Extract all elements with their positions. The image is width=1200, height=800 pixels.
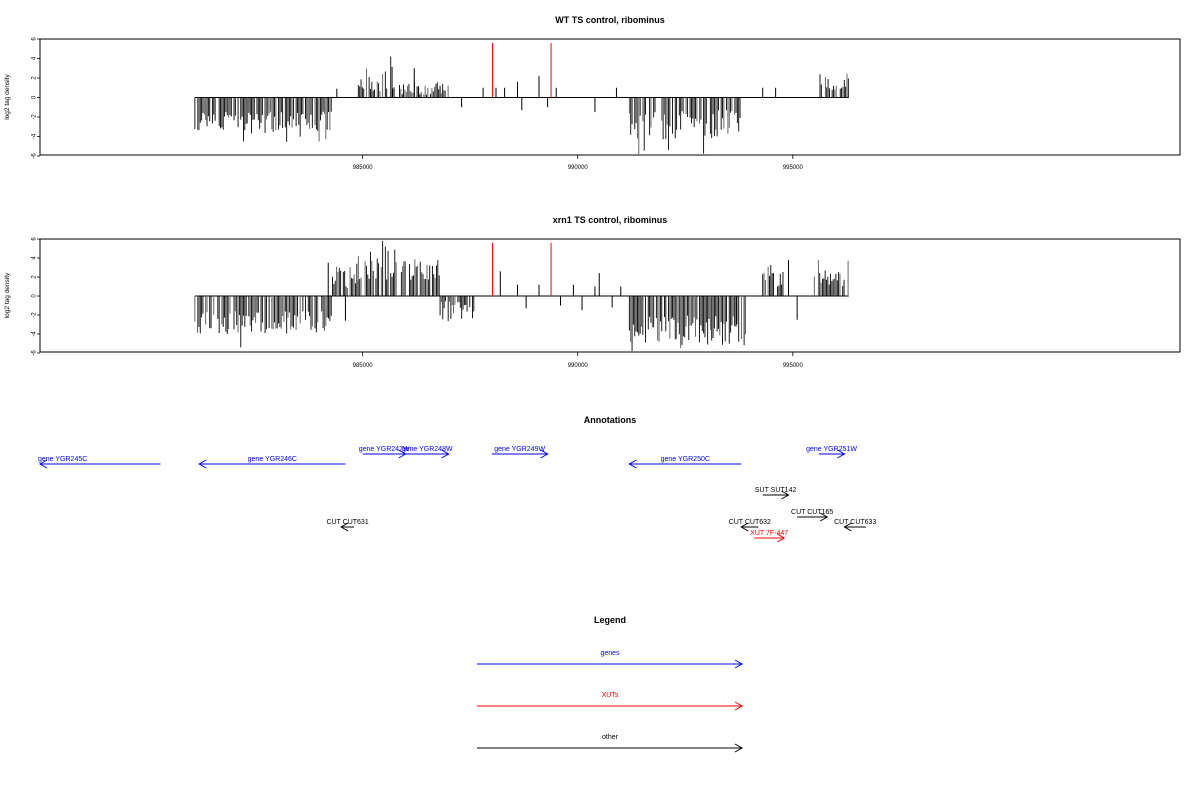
panel1-y-axis-label: log2 tag density (4, 73, 11, 119)
panel1-bars-group (194, 56, 849, 155)
feature-arrow-head (198, 459, 207, 469)
panel2-y-tick-label: 0 (32, 294, 38, 298)
feature-arrow-head (540, 449, 549, 459)
feature-arrow-head (819, 512, 829, 522)
panel2-bars-group (194, 240, 849, 352)
feature-arrow-head (781, 490, 790, 500)
feature-arrow-head (837, 449, 846, 459)
panel1-y-tick-label: -6 (32, 153, 38, 159)
panel2-x-tick-label: 985000 (353, 363, 374, 369)
legend-label-gene: genes (600, 650, 620, 657)
panel1-y-tick-label: 6 (32, 37, 38, 41)
feature-arrow-head (740, 522, 749, 532)
legend-arrow-gene-head (734, 659, 744, 669)
panel2-plot-frame (39, 238, 1181, 353)
feature-label: gene YGR245C (38, 456, 87, 463)
feature-label: gene YGR250C (661, 456, 710, 463)
feature-label: XUT 7F-447 (750, 530, 788, 537)
panel2-x-tick-label: 990000 (568, 363, 589, 369)
panel1-x-tick-label: 990000 (568, 165, 589, 171)
panel2-y-axis-label: log2 tag density (4, 272, 11, 318)
feature-label: gene YGR247W (359, 446, 410, 453)
feature-label: gene YGR251W (806, 446, 857, 453)
legend-label-other: other (602, 734, 619, 741)
panel2-y-tick-label: -4 (32, 331, 38, 337)
feature-arrow-head (441, 449, 450, 459)
panel1-y-tick-label: 0 (32, 95, 38, 99)
panel2-y-tick-label: -6 (32, 350, 38, 356)
feature-label: CUT CUT632 (729, 519, 771, 526)
feature-label: CUT CUT165 (791, 509, 833, 516)
panel2-chart-title: xrn1 TS control, ribominus (553, 215, 668, 225)
feature-label: CUT CUT633 (834, 519, 876, 526)
panel1-x-tick-label: 995000 (783, 165, 804, 171)
feature-arrow-head (843, 522, 852, 532)
panel2-x-tick-label: 995000 (783, 363, 804, 369)
feature-label: gene YGR248W (402, 446, 453, 453)
feature-label: CUT CUT631 (326, 519, 368, 526)
panel2-y-tick-label: 6 (32, 237, 38, 241)
panel1-y-tick-label: 2 (32, 76, 38, 80)
legend-arrow-other-head (734, 743, 744, 753)
panel1-y-tick-label: -4 (32, 133, 38, 139)
feature-label: gene YGR249W (494, 446, 545, 453)
feature-label: gene YGR246C (248, 456, 297, 463)
panel1-y-tick-label: 4 (32, 56, 38, 60)
panel1-plot-frame (39, 38, 1181, 156)
panel1-x-tick-label: 985000 (353, 165, 374, 171)
panel2-y-tick-label: -2 (32, 312, 38, 318)
panel2-y-tick-label: 4 (32, 256, 38, 260)
panel2-y-tick-label: 2 (32, 275, 38, 279)
feature-arrow-head (776, 533, 786, 543)
feature-arrow-head (340, 522, 349, 532)
legend-label-xut: XUTs (602, 692, 619, 699)
feature-label: SUT SUT142 (755, 487, 797, 494)
legend-title: Legend (594, 615, 626, 625)
feature-arrow-head (628, 459, 637, 469)
legend-arrow-xut-head (734, 701, 744, 711)
panel1-y-tick-label: -2 (32, 114, 38, 120)
feature-arrow-head (38, 459, 48, 469)
annotations-title: Annotations (584, 415, 637, 425)
panel1-chart-title: WT TS control, ribominus (555, 15, 665, 25)
